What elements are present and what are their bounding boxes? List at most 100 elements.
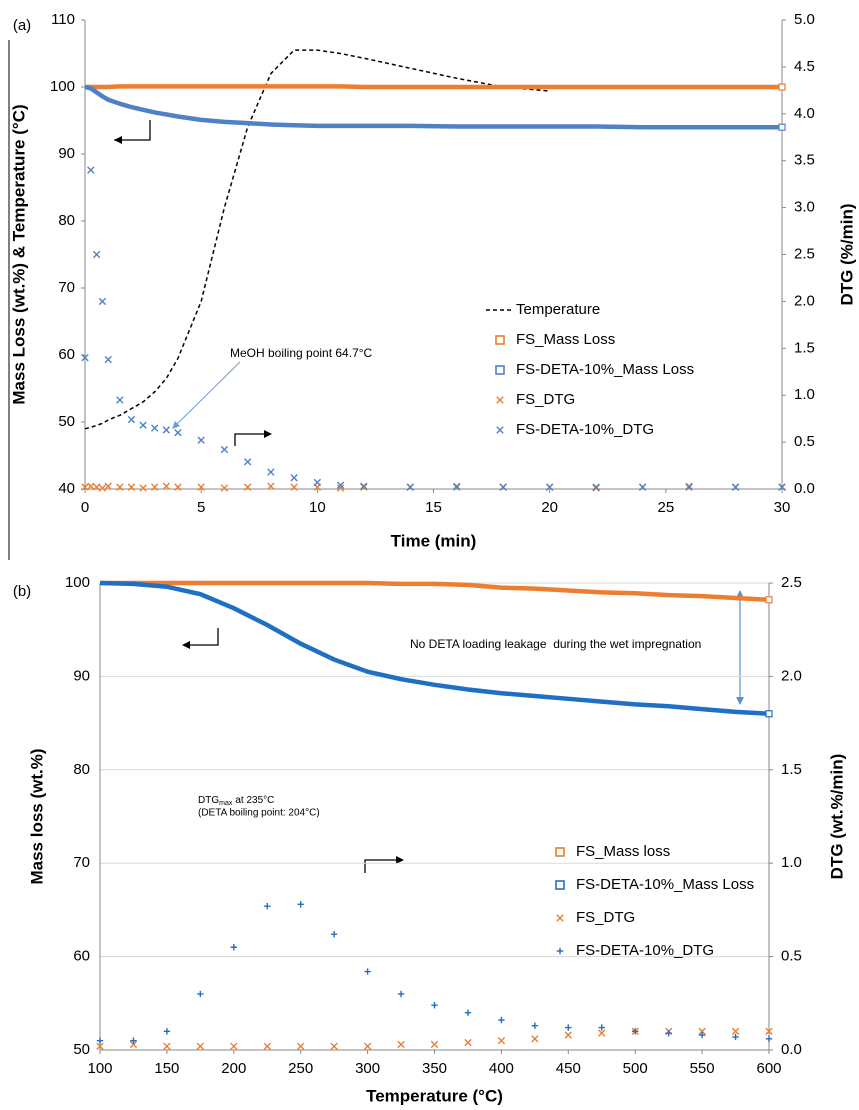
data-point	[497, 1036, 506, 1045]
x-tick-label: 400	[489, 1060, 514, 1077]
legend-label: Temperature	[516, 301, 600, 318]
x-axis-title: Time (min)	[391, 531, 477, 550]
data-point	[464, 1038, 472, 1047]
data-point	[330, 1042, 338, 1050]
data-point	[765, 1027, 773, 1036]
y-tick-label: 70	[73, 854, 90, 871]
data-point	[130, 1037, 137, 1044]
arrow	[234, 433, 270, 446]
data-point	[87, 482, 95, 490]
legend-label: FS-DETA-10%_DTG	[516, 421, 654, 438]
y2-axis-title: DTG (wt.%/min)	[827, 754, 846, 880]
y-tick-label: 100	[50, 78, 75, 95]
data-point	[162, 426, 171, 434]
data-point	[139, 484, 147, 492]
data-point	[638, 483, 647, 491]
data-point	[731, 483, 740, 491]
data-point	[464, 1009, 472, 1016]
data-point	[364, 968, 371, 975]
series-line	[99, 580, 770, 717]
data-point	[96, 1042, 104, 1050]
annotation-subscript: max	[219, 800, 233, 807]
data-point	[174, 483, 182, 491]
data-point	[230, 1042, 238, 1050]
data-point	[531, 1022, 539, 1029]
series-line	[100, 580, 770, 603]
data-point	[197, 436, 205, 444]
x-tick-label: 150	[154, 1060, 179, 1077]
x-tick-label: 350	[422, 1060, 447, 1077]
data-point	[732, 1033, 739, 1041]
data-point	[116, 396, 124, 404]
y2-tick-label: 1.0	[794, 386, 815, 403]
end-marker	[765, 710, 773, 718]
y2-tick-label: 0.5	[794, 433, 815, 450]
data-point	[162, 482, 171, 490]
annotation: (DETA boiling point: 204°C)	[198, 808, 320, 819]
data-point	[545, 483, 554, 491]
data-point	[453, 483, 461, 491]
annotation: DTG	[198, 795, 219, 806]
y-tick-label: 100	[65, 574, 90, 591]
x-tick-label: 500	[623, 1060, 648, 1077]
y-axis-title: Mass loss (wt.%)	[27, 748, 46, 884]
data-point	[556, 914, 564, 922]
data-point	[220, 484, 229, 492]
series-line	[85, 84, 782, 90]
y-tick-label: 60	[58, 346, 75, 363]
data-point	[297, 901, 304, 908]
data-point	[632, 1028, 639, 1035]
legend-label: FS_Mass Loss	[516, 331, 615, 348]
data-point	[406, 483, 414, 491]
data-point	[174, 429, 182, 437]
data-point	[496, 396, 504, 404]
data-point	[139, 421, 147, 429]
x-axis-title: Temperature (°C)	[366, 1086, 503, 1105]
data-point	[96, 1037, 104, 1044]
panel-label: (a)	[13, 17, 31, 34]
data-point	[163, 1028, 171, 1035]
data-point	[151, 424, 159, 432]
data-point	[264, 902, 271, 910]
data-point	[592, 483, 600, 491]
data-point	[129, 1040, 138, 1049]
data-point	[598, 1029, 606, 1037]
x-tick-label: 25	[657, 499, 674, 516]
series-line	[84, 49, 550, 430]
x-tick-label: 300	[355, 1060, 380, 1077]
data-point	[564, 1031, 572, 1039]
y-axis-title: Mass Loss (wt.%) & Temperature (°C)	[9, 104, 28, 404]
y2-tick-label: 3.0	[794, 199, 815, 216]
y2-tick-label: 4.0	[794, 105, 815, 122]
data-point	[197, 483, 205, 491]
arrow-head	[396, 856, 404, 864]
x-tick-label: 30	[774, 499, 791, 516]
data-point	[598, 1024, 605, 1031]
y2-tick-label: 0.0	[794, 480, 815, 497]
legend-label: FS_Mass loss	[576, 843, 670, 860]
arrow	[114, 120, 151, 141]
data-point	[498, 1016, 505, 1024]
annotation: at 235°C	[235, 795, 274, 806]
data-point	[98, 484, 107, 492]
y-tick-label: 90	[58, 145, 75, 162]
x-tick-label: 15	[425, 499, 442, 516]
data-point	[665, 1029, 672, 1037]
y-tick-label: 80	[73, 761, 90, 778]
x-tick-label: 200	[221, 1060, 246, 1077]
x-tick-label: 0	[81, 499, 89, 516]
data-point	[290, 474, 298, 482]
x-tick-label: 5	[197, 499, 205, 516]
data-point	[197, 990, 204, 998]
data-point	[196, 1042, 205, 1050]
y-tick-label: 90	[73, 667, 90, 684]
arrow-head	[182, 641, 190, 649]
data-point	[220, 445, 229, 454]
legend-swatch	[495, 365, 505, 375]
x-tick-label: 550	[690, 1060, 715, 1077]
y-tick-label: 60	[73, 948, 90, 965]
end-marker	[778, 123, 786, 131]
data-point	[163, 1042, 171, 1050]
x-tick-label: 600	[756, 1060, 781, 1077]
